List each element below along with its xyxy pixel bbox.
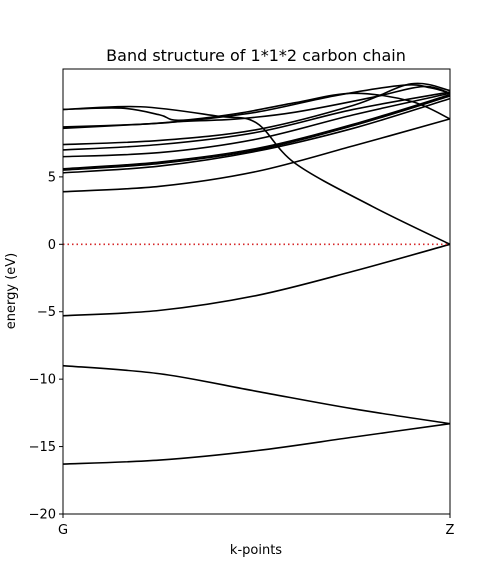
band-line-4: [62, 105, 451, 246]
band-line-2: [62, 364, 451, 425]
x-tick-label-g: G: [58, 523, 68, 538]
y-tick-label: −15: [29, 440, 56, 455]
band-line-7: [62, 95, 451, 171]
x-tick-label-z: Z: [446, 523, 455, 538]
band-line-3: [62, 243, 451, 317]
y-axis-label: energy (eV): [4, 253, 19, 329]
y-tick-label: 5: [48, 170, 56, 185]
y-axis-ticks: −20 −15 −10 −5 0 5: [29, 170, 63, 523]
band-line-1: [62, 422, 451, 465]
y-tick-label: 0: [48, 238, 56, 253]
band-line-10: [62, 91, 451, 151]
y-tick-label: −20: [29, 508, 56, 523]
chart-title: Band structure of 1*1*2 carbon chain: [106, 46, 406, 65]
band-line-13: [62, 92, 451, 122]
band-line-9: [62, 92, 451, 158]
band-line-5: [62, 118, 451, 193]
band-lines: [62, 82, 451, 465]
y-tick-label: −10: [29, 373, 56, 388]
band-line-6: [62, 97, 451, 174]
x-axis-label: k-points: [230, 543, 282, 558]
band-line-8: [62, 93, 451, 170]
y-tick-label: −5: [37, 305, 56, 320]
band-line-14: [62, 84, 451, 130]
plot-frame: [62, 68, 451, 515]
band-line-11: [62, 82, 451, 146]
